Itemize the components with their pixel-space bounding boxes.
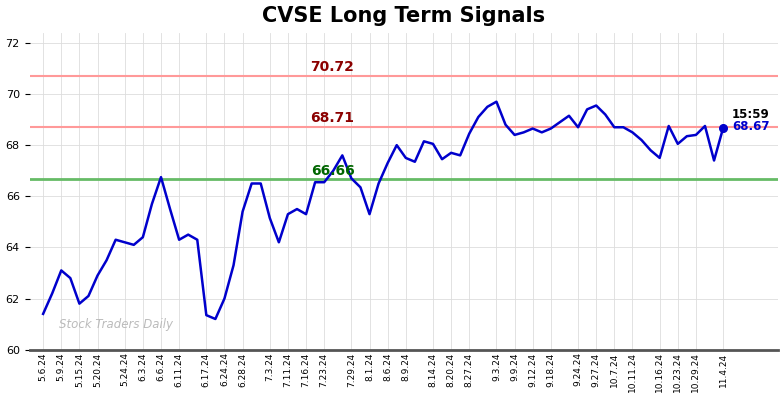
Text: 68.67: 68.67: [732, 120, 770, 133]
Text: 15:59: 15:59: [732, 108, 770, 121]
Text: Stock Traders Daily: Stock Traders Daily: [60, 318, 173, 331]
Text: 70.72: 70.72: [310, 60, 354, 74]
Text: 66.66: 66.66: [310, 164, 354, 178]
Title: CVSE Long Term Signals: CVSE Long Term Signals: [262, 6, 545, 25]
Text: 68.71: 68.71: [310, 111, 354, 125]
